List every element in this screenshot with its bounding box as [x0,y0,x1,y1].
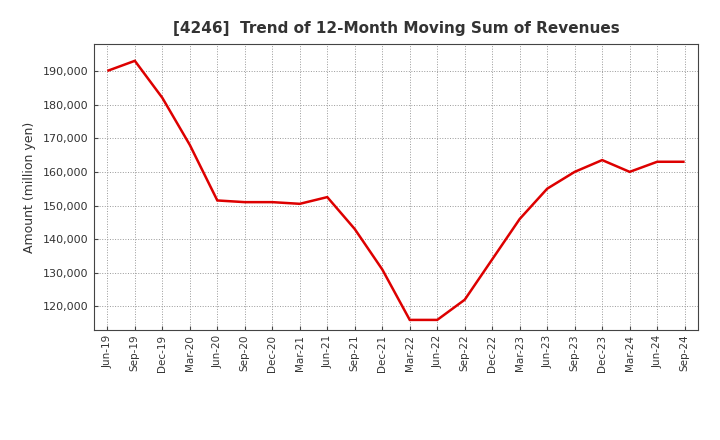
Y-axis label: Amount (million yen): Amount (million yen) [23,121,36,253]
Title: [4246]  Trend of 12-Month Moving Sum of Revenues: [4246] Trend of 12-Month Moving Sum of R… [173,21,619,36]
